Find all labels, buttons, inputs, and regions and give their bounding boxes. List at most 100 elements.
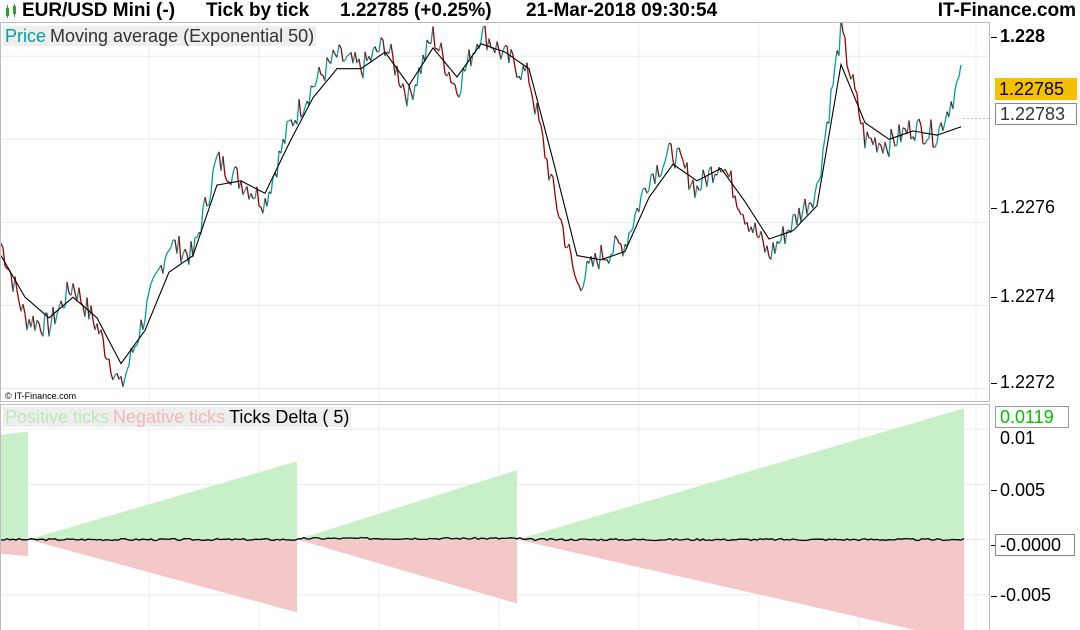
ticks-delta-line [1, 536, 965, 542]
price-up-tick [774, 241, 778, 255]
price-down-tick [670, 143, 674, 161]
price-down-tick [570, 254, 574, 269]
price-down-tick [550, 173, 554, 178]
price-up-tick [824, 121, 828, 139]
price-down-tick [556, 209, 560, 218]
price-up-tick [308, 86, 312, 105]
price-up-tick [150, 278, 154, 284]
price-up-tick [180, 254, 184, 263]
price-down-tick [350, 52, 354, 64]
price-down-tick [440, 42, 444, 57]
price-down-tick [408, 85, 412, 93]
instrument-name[interactable]: EUR/USD Mini (-) [22, 0, 176, 21]
price-up-tick [212, 162, 216, 171]
price-down-tick [100, 329, 104, 338]
price-up-tick [378, 37, 382, 52]
title-bar: EUR/USD Mini (-) Tick by tick 1.22785 (+… [0, 0, 1080, 22]
price-down-tick [108, 358, 112, 374]
ticks-delta-chart[interactable] [1, 405, 989, 630]
price-down-tick [738, 209, 742, 215]
legend-positive-ticks[interactable]: Positive ticks [3, 407, 112, 427]
price-up-tick [70, 283, 74, 296]
price-up-tick [876, 143, 880, 153]
price-up-tick [206, 204, 210, 207]
price-down-tick [724, 168, 728, 174]
copyright-text: © IT-Finance.com [5, 391, 77, 401]
price-down-tick [678, 147, 682, 155]
price-down-tick [52, 306, 56, 325]
legend-negative-ticks[interactable]: Negative ticks [111, 407, 228, 427]
price-down-tick [442, 56, 446, 74]
legend-ticks-delta[interactable]: Ticks Delta ( 5) [227, 407, 352, 427]
price-down-tick [656, 165, 660, 178]
price-down-tick [710, 166, 714, 183]
price-up-tick [166, 250, 170, 254]
price-up-tick [888, 129, 892, 157]
price-down-tick [298, 99, 302, 118]
last-price-change: 1.22785 (+0.25%) [340, 0, 492, 21]
price-up-tick [188, 241, 192, 265]
delta-tick-label: -0.005 [1000, 585, 1052, 605]
price-up-tick [370, 49, 374, 62]
price-up-tick [688, 184, 692, 190]
price-down-tick [1, 243, 4, 248]
price-down-tick [644, 187, 648, 194]
price-up-tick [124, 369, 128, 378]
price-down-tick [250, 193, 254, 199]
price-up-tick [112, 375, 116, 381]
price-down-tick [862, 122, 866, 149]
price-up-tick [800, 209, 804, 223]
price-up-tick [502, 45, 506, 51]
price-down-tick [432, 26, 436, 49]
price-up-tick [698, 189, 702, 191]
positive-ticks-area [517, 408, 964, 540]
tick-mode[interactable]: Tick by tick [206, 0, 310, 21]
price-down-tick [364, 51, 368, 62]
price-up-tick [864, 131, 868, 149]
price-up-tick [778, 239, 782, 244]
price-down-tick [66, 281, 70, 294]
price-down-tick [840, 23, 844, 33]
candlestick-app-icon [6, 4, 16, 18]
price-down-tick [846, 65, 850, 73]
price-down-tick [392, 57, 396, 76]
ticks-delta-panel[interactable]: Positive ticks Negative ticks Ticks Delt… [0, 404, 990, 630]
price-down-tick [332, 49, 336, 55]
delta-tick-label: 0.005 [1000, 480, 1046, 500]
legend-price[interactable]: Price [3, 26, 49, 46]
price-down-tick [574, 275, 578, 282]
price-down-tick [902, 127, 906, 130]
negative-ticks-area [297, 539, 517, 604]
price-down-tick [514, 67, 518, 78]
price-up-tick [926, 137, 930, 141]
price-up-tick [924, 139, 928, 145]
price-up-tick [640, 188, 644, 197]
price-up-tick [280, 139, 284, 154]
price-up-tick [664, 153, 668, 163]
price-up-tick [612, 235, 616, 254]
price-down-tick [918, 118, 922, 126]
price-up-tick [610, 252, 614, 255]
price-up-tick [604, 258, 608, 261]
price-up-tick [316, 66, 320, 80]
price-up-tick [580, 286, 584, 292]
price-down-tick [72, 283, 76, 293]
price-chart[interactable] [1, 23, 989, 401]
price-up-tick [284, 121, 288, 144]
legend-moving-average[interactable]: Moving average (Exponential 50) [48, 26, 317, 46]
price-down-tick [782, 226, 786, 245]
price-down-tick [614, 235, 618, 240]
price-up-tick [956, 76, 960, 82]
price-down-tick [96, 323, 100, 335]
datetime: 21-Mar-2018 09:30:54 [526, 0, 718, 21]
price-legend: Price Moving average (Exponential 50) [3, 26, 317, 46]
price-down-tick [558, 217, 562, 220]
price-up-tick [582, 278, 586, 288]
price-down-tick [854, 88, 858, 94]
price-up-tick [598, 245, 602, 270]
price-panel[interactable]: Price Moving average (Exponential 50) © … [0, 22, 990, 402]
price-down-tick [762, 240, 766, 253]
price-down-tick [530, 90, 534, 101]
price-down-tick [742, 214, 746, 225]
price-down-tick [858, 114, 862, 125]
